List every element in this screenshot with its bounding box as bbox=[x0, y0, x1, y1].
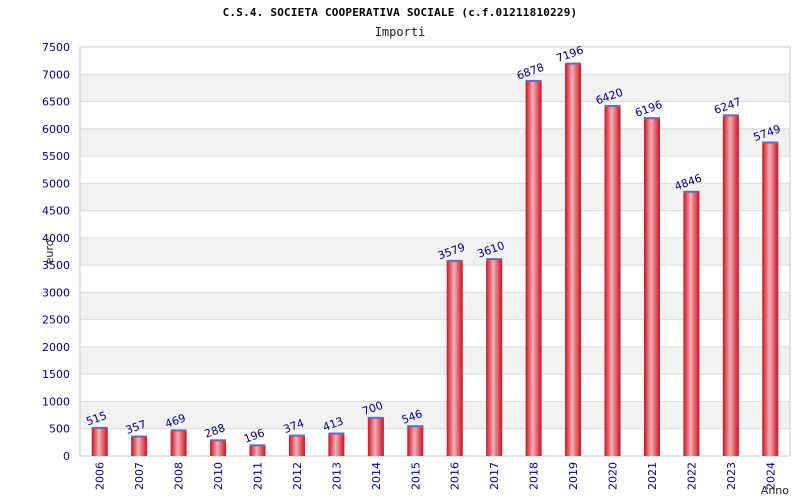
x-tick-label: 2010 bbox=[212, 462, 225, 490]
bar bbox=[722, 115, 739, 457]
grid-band bbox=[80, 265, 790, 293]
x-tick-label: 2008 bbox=[173, 462, 186, 490]
bar bbox=[683, 191, 700, 457]
bar bbox=[367, 417, 384, 456]
grid-band bbox=[80, 401, 790, 429]
bar bbox=[643, 118, 660, 457]
bar-cap bbox=[288, 434, 305, 437]
chart-title: C.S.4. SOCIETA COOPERATIVA SOCIALE (c.f.… bbox=[222, 6, 578, 19]
x-tick-label: 2013 bbox=[330, 462, 343, 490]
x-tick-label: 2014 bbox=[370, 462, 383, 490]
grid-band bbox=[80, 374, 790, 402]
bar-cap bbox=[328, 432, 345, 435]
y-tick-label: 6500 bbox=[42, 96, 70, 109]
y-tick-label: 3500 bbox=[42, 259, 70, 272]
y-tick-label: 2000 bbox=[42, 341, 70, 354]
x-tick-label: 2018 bbox=[528, 462, 541, 490]
x-tick-label: 2019 bbox=[567, 462, 580, 490]
y-tick-label: 6000 bbox=[42, 123, 70, 136]
bar-cap bbox=[604, 104, 621, 107]
grid-band bbox=[80, 156, 790, 184]
grid-band bbox=[80, 428, 790, 456]
x-tick-label: 2011 bbox=[252, 462, 265, 490]
y-axis-label: euro bbox=[43, 239, 56, 264]
y-tick-label: 500 bbox=[49, 423, 70, 436]
bar-cap bbox=[525, 79, 542, 82]
bar bbox=[446, 260, 463, 456]
x-axis: 2006 2007 2008 2010 2011 2012 2013 2014 2015 2016… bbox=[94, 462, 778, 490]
bar-cap bbox=[683, 190, 700, 193]
x-tick-label: 2022 bbox=[685, 462, 698, 490]
plot-frame bbox=[79, 46, 791, 457]
grid-band bbox=[80, 183, 790, 211]
x-tick-label: 2024 bbox=[764, 462, 777, 490]
bar bbox=[525, 80, 542, 456]
bar-cap bbox=[170, 429, 187, 432]
bar bbox=[131, 436, 148, 456]
bar bbox=[407, 426, 424, 456]
bar bbox=[249, 445, 266, 456]
bar-cap bbox=[565, 62, 582, 65]
bar-cap bbox=[210, 439, 227, 442]
y-tick-label: 5500 bbox=[42, 150, 70, 163]
y-tick-label: 1000 bbox=[42, 395, 70, 408]
y-axis: 0 500 1000 1500 2000 2500 3000 3500 4000 4500 5000… bbox=[42, 41, 70, 463]
bar-cap bbox=[486, 258, 503, 261]
y-tick-label: 4500 bbox=[42, 205, 70, 218]
bar-cap bbox=[91, 426, 108, 429]
grid-band bbox=[80, 319, 790, 347]
bar-cap bbox=[762, 141, 779, 144]
y-tick-label: 1500 bbox=[42, 368, 70, 381]
grid-band bbox=[80, 47, 790, 75]
x-tick-label: 2012 bbox=[291, 462, 304, 490]
bar-cap bbox=[367, 416, 384, 419]
x-axis-label: Anno bbox=[761, 484, 789, 497]
bar-cap bbox=[407, 425, 424, 428]
grid-band bbox=[80, 237, 790, 266]
y-tick-label: 4000 bbox=[42, 232, 70, 245]
grid-band bbox=[80, 346, 790, 375]
y-tick-label: 7000 bbox=[42, 68, 70, 81]
x-tick-label: 2017 bbox=[488, 462, 501, 490]
bar-cap bbox=[446, 259, 463, 262]
bar bbox=[91, 427, 108, 456]
x-tick-label: 2006 bbox=[94, 462, 107, 490]
plot-background bbox=[79, 46, 791, 457]
bar bbox=[210, 440, 227, 456]
x-tick-label: 2021 bbox=[646, 462, 659, 490]
bar bbox=[486, 259, 503, 456]
bar bbox=[565, 63, 582, 457]
x-tick-label: 2020 bbox=[607, 462, 620, 490]
y-tick-label: 7500 bbox=[42, 41, 70, 54]
grid-band bbox=[80, 292, 790, 320]
bar bbox=[604, 105, 621, 457]
x-tick-label: 2023 bbox=[725, 462, 738, 490]
x-tick-label: 2016 bbox=[449, 462, 462, 490]
bar-cap bbox=[722, 114, 739, 117]
grid-band bbox=[80, 210, 790, 238]
x-tick-label: 2007 bbox=[133, 462, 146, 490]
bar-cap bbox=[131, 435, 148, 438]
bar bbox=[762, 142, 779, 457]
y-tick-label: 2500 bbox=[42, 314, 70, 327]
grid-band bbox=[80, 74, 790, 102]
y-tick-label: 0 bbox=[63, 450, 70, 463]
bar-cap bbox=[249, 444, 266, 447]
grid-band bbox=[80, 128, 790, 157]
chart-subtitle: Importi bbox=[374, 25, 426, 39]
bar bbox=[328, 433, 345, 456]
bar bbox=[170, 430, 187, 456]
bar bbox=[288, 435, 305, 456]
y-tick-label: 3000 bbox=[42, 286, 70, 299]
x-tick-label: 2015 bbox=[409, 462, 422, 490]
grid-band bbox=[80, 101, 790, 129]
y-tick-label: 5000 bbox=[42, 177, 70, 190]
bar-cap bbox=[643, 117, 660, 120]
